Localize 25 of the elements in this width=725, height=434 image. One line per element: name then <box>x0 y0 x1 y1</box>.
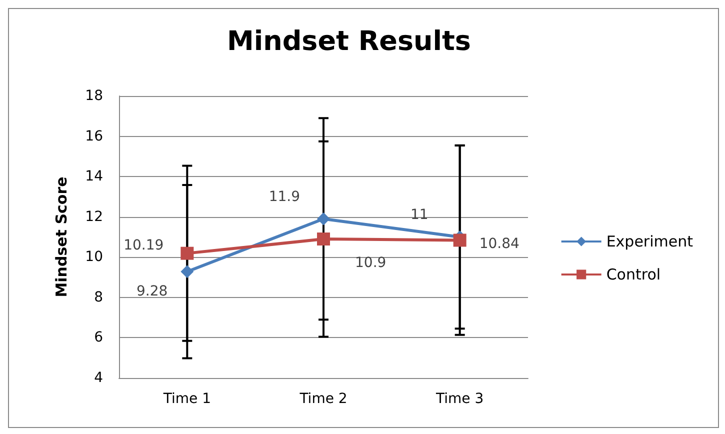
legend-label: Control <box>606 266 661 284</box>
y-tick-label: 14 <box>85 168 104 185</box>
y-axis-title: Mindset Score <box>52 176 70 298</box>
x-tick-label: Time 1 <box>162 391 211 407</box>
data-label: 10.9 <box>355 255 386 272</box>
data-label: 11.9 <box>268 188 300 205</box>
y-tick-label: 12 <box>85 208 103 225</box>
y-tick-label: 10 <box>85 249 103 266</box>
y-tick-label: 18 <box>85 88 103 104</box>
x-tick-label: Time 2 <box>298 391 348 407</box>
y-tick-label: 6 <box>94 330 104 346</box>
chart-title: Mindset Results <box>227 26 471 57</box>
y-tick-label: 16 <box>85 128 104 144</box>
x-tick-label: Time 3 <box>435 391 484 407</box>
y-tick-label: 4 <box>94 370 104 386</box>
point <box>317 232 330 246</box>
y-tick-label: 8 <box>94 289 103 306</box>
data-label: 10.19 <box>124 237 164 254</box>
point <box>453 234 466 247</box>
point <box>180 265 194 278</box>
legend-label: Experiment <box>606 232 694 250</box>
data-label: 9.28 <box>136 284 168 300</box>
point <box>180 246 194 260</box>
data-label: 10.84 <box>479 236 520 252</box>
point <box>317 212 330 226</box>
